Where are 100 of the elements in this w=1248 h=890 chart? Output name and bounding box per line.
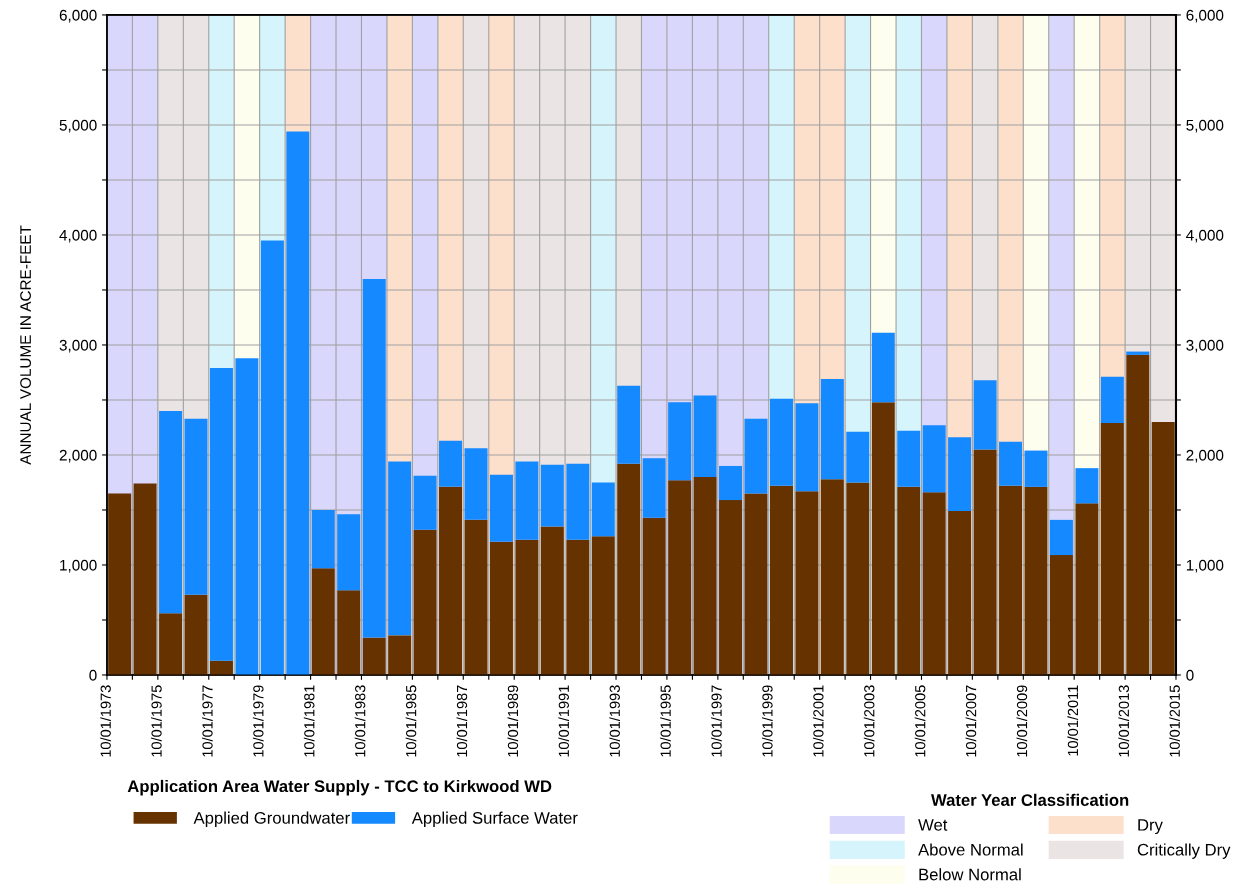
bar [795, 403, 819, 492]
x-tick-label: 10/01/1983 [354, 685, 366, 757]
bar [108, 493, 132, 675]
bar [999, 441, 1023, 486]
x-tick-label: 10/01/1995 [660, 685, 671, 757]
bar [1126, 351, 1150, 355]
bar [693, 476, 717, 675]
bar [744, 493, 768, 675]
bar [209, 660, 233, 675]
x-tick-label: 10/01/1993 [609, 685, 620, 757]
x-tick-label: 10/01/1987 [456, 685, 468, 757]
x-tick-label: 10/01/2011 [1067, 685, 1079, 756]
bar [719, 465, 743, 501]
bar [897, 430, 921, 487]
x-tick-label: 10/01/1991 [558, 685, 570, 757]
legend-title: Water Year Classification [931, 793, 1129, 806]
bar [769, 398, 793, 486]
bar [820, 379, 844, 480]
bar [1024, 450, 1048, 487]
y-axis-title: ANNUAL VOLUME IN ACRE-FEET [20, 225, 31, 465]
x-tick-label: 10/01/1985 [405, 685, 417, 757]
bar [489, 474, 513, 542]
bar [922, 492, 946, 675]
y-tick-label: 0 [89, 669, 97, 681]
bar [591, 536, 615, 675]
bar [540, 464, 564, 527]
bar [668, 480, 692, 675]
x-tick-label: 10/01/1973 [100, 685, 111, 757]
bar [642, 517, 666, 675]
bar [413, 475, 437, 530]
y2-tick-label: 1,000 [1186, 559, 1224, 573]
bar [1024, 486, 1048, 675]
y2-tick-label: 6,000 [1186, 9, 1224, 23]
bar [184, 594, 208, 675]
y2-tick-label: 4,000 [1186, 229, 1224, 243]
bar [846, 482, 870, 675]
x-tick-label: 10/01/2001 [812, 685, 824, 757]
bar [439, 486, 463, 675]
y2-tick-label: 2,000 [1186, 449, 1224, 463]
y-tick-label: 1,000 [60, 559, 97, 573]
bar [642, 458, 666, 518]
legend-label: Wet [918, 819, 948, 831]
bar [388, 461, 412, 636]
legend-label: Dry [1138, 819, 1163, 835]
bar [439, 440, 463, 487]
legend-label: Above Normal [918, 843, 1023, 856]
legend-label: Critically Dry [1137, 843, 1231, 859]
bar [388, 635, 412, 675]
x-tick-label: 10/01/2013 [1118, 685, 1130, 757]
y-tick-label: 6,000 [59, 9, 97, 23]
bar [1075, 503, 1099, 675]
bar [311, 568, 335, 675]
bar [948, 511, 972, 675]
y-tick-label: 4,000 [59, 229, 97, 243]
bar [515, 461, 539, 540]
bar [820, 479, 844, 675]
legend-label: Applied Surface Water [411, 811, 578, 828]
x-tick-label: 10/01/2003 [863, 685, 875, 757]
y2-tick-label: 3,000 [1186, 339, 1224, 353]
bar [362, 637, 386, 675]
text: Application Area Water Supply - TCC to Kirkwood WD [127, 779, 552, 796]
bar [464, 448, 488, 520]
bar [566, 463, 590, 540]
bar [617, 463, 641, 675]
x-tick-label: 10/01/1997 [711, 685, 722, 757]
bar [464, 519, 488, 675]
bar [1075, 468, 1099, 504]
y2-tick-label: 0 [1186, 669, 1194, 681]
bar [846, 431, 870, 483]
x-tick-label: 10/01/2007 [965, 685, 977, 757]
bar [489, 541, 513, 675]
bar [693, 395, 717, 477]
bar [744, 418, 768, 494]
bar [1100, 376, 1124, 424]
bar [311, 509, 335, 569]
y2-tick-label: 5,000 [1186, 119, 1224, 133]
bar [337, 514, 361, 591]
bar [515, 539, 539, 675]
x-tick-label: 10/01/1989 [507, 685, 519, 757]
bar [999, 485, 1023, 675]
bar [668, 402, 692, 481]
y-tick-label: 2,000 [59, 449, 97, 463]
x-tick-label: 10/01/2005 [914, 685, 926, 757]
bar [922, 425, 946, 493]
bar [719, 500, 743, 675]
x-tick-label: 10/01/1981 [303, 685, 315, 757]
bar [133, 483, 157, 675]
bar [591, 482, 615, 537]
x-tick-label: 10/01/2009 [1016, 685, 1028, 757]
x-tick-label: 10/01/1977 [201, 685, 213, 757]
bar [159, 410, 183, 614]
y-tick-label: 3,000 [59, 339, 97, 353]
bar [948, 437, 972, 512]
bar [566, 539, 590, 675]
x-tick-label: 10/01/1979 [252, 685, 264, 757]
bar [617, 385, 641, 464]
bar [769, 485, 793, 675]
x-tick-label: 10/01/1975 [151, 685, 162, 757]
bar [540, 526, 564, 675]
bar [973, 380, 997, 450]
